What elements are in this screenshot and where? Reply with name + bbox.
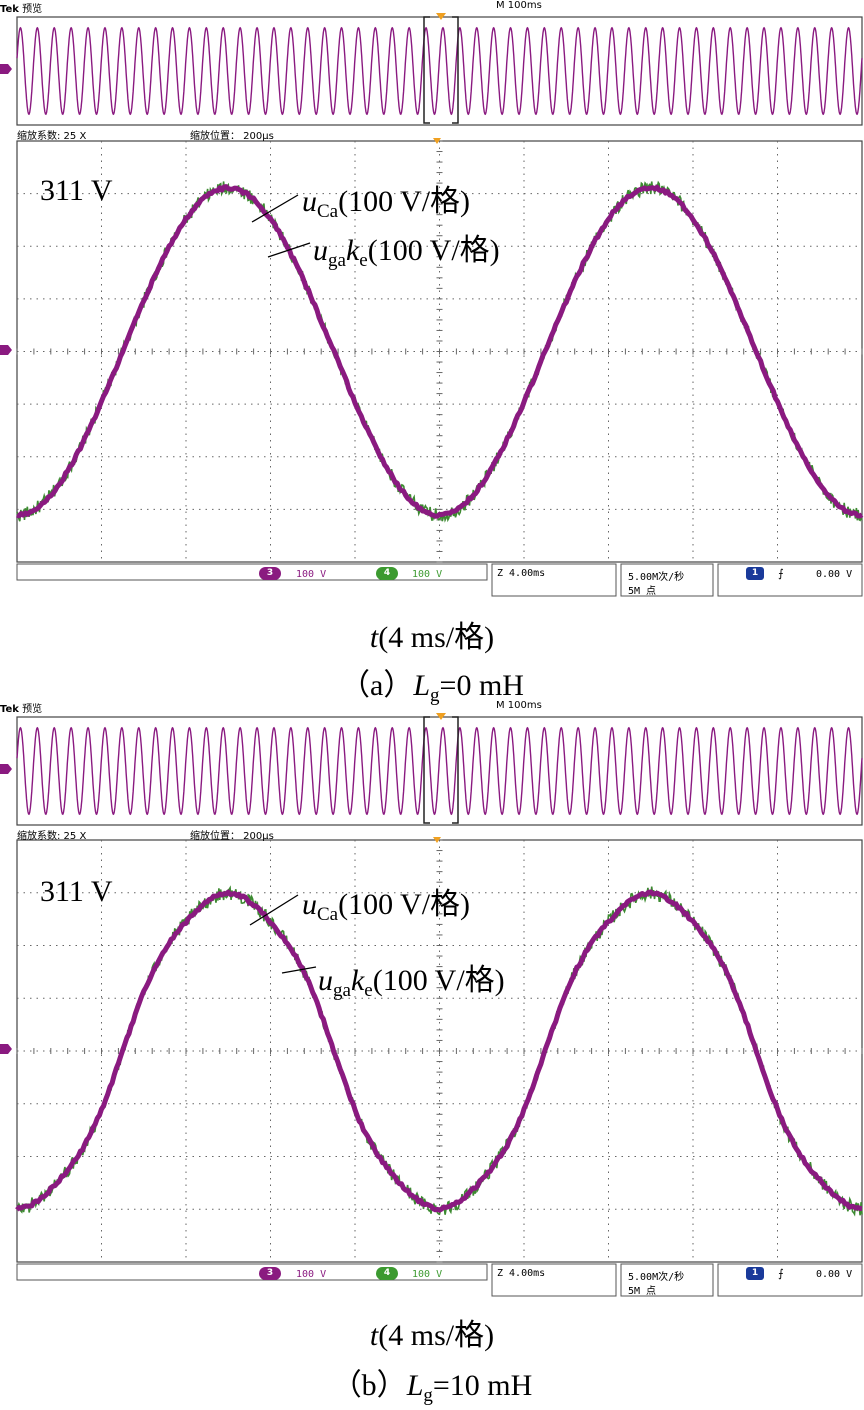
trigger-level-b: 0.00 V [816,1269,853,1280]
overview-waveform [16,26,863,116]
subfigure-caption-a: （a）Lg=0 mH [340,669,524,706]
ch3-scale-b: 100 V [296,1269,327,1280]
grid-a [16,140,863,563]
ch-marker-overview-b [0,764,12,774]
scope-svg-b [0,713,863,1297]
ch4-badge-a: 4 [376,567,398,580]
subfigure-caption-b: （b）Lg=10 mH [331,1369,533,1406]
panel-a: Tek 预览 M 100ms 缩放系数: 25 X 缩放位置： 200μs 3 … [0,0,864,706]
sample-rate-b: 5.00M次/秒 [628,1272,685,1283]
x-axis-label-b: t(4 ms/格) [369,1319,495,1352]
status-bar-a [16,563,863,597]
rising-edge-icon: ⨍ [778,1267,784,1280]
leaders-b [249,894,317,974]
record-length-b: 5M 点 [628,1286,657,1297]
status-bar-b [16,1263,863,1297]
x-axis-label-a: t(4 ms/格) [369,621,495,654]
zoom-factor-label-a: 缩放系数: 25 X [17,131,87,142]
ch3-scale-a: 100 V [296,569,327,580]
record-length-a: 5M 点 [628,586,657,597]
ch4-scale-b: 100 V [412,1269,443,1280]
zoom-position-label-b: 缩放位置： 200μs [190,831,274,842]
zoom-factor-label-b: 缩放系数: 25 X [17,831,87,842]
overview-frame-a [16,16,863,126]
scope-svg-a [0,13,864,597]
leaders-a [251,194,311,258]
ugake-annotation-b: ugake(100 V/格) [318,964,505,1001]
level-annotation-b: 311 V [40,875,113,908]
trigger-level-a: 0.00 V [816,569,853,580]
trace-uca-b [15,889,863,1213]
overview-waveform [16,726,863,816]
trace-uca-a [16,184,864,519]
scope-brand-b: Tek 预览 [0,704,43,715]
ch3-badge-b: 3 [259,1267,281,1280]
trigger-source-badge-b: 1 [746,1267,764,1280]
timebase-label-b: M 100ms [496,700,542,711]
rising-edge-icon: ⨍ [778,567,784,580]
timebase-label-a: M 100ms [496,0,542,11]
ch4-badge-b: 4 [376,1267,398,1280]
zoom-time-b: Z 4.00ms [497,1268,546,1279]
ch4-scale-a: 100 V [412,569,443,580]
level-annotation-a: 311 V [40,174,113,207]
grid-b [16,839,863,1263]
trigger-marker-b [433,837,441,843]
sample-rate-a: 5.00M次/秒 [628,572,685,583]
ugake-annotation-a: ugake(100 V/格) [313,234,500,271]
trigger-source-badge-a: 1 [746,567,764,580]
ch-marker-main-a [0,345,12,355]
series-line-uca [16,184,864,519]
ch-marker-main-b [0,1044,12,1054]
zoom-time-a: Z 4.00ms [497,568,546,579]
overview-frame-b [16,716,863,826]
ch3-badge-a: 3 [259,567,281,580]
series-line-uca [15,889,863,1213]
uca-annotation-a: uCa(100 V/格) [302,185,471,222]
zoom-bracket-a [423,13,459,124]
trigger-marker-a [433,138,441,144]
panel-b: Tek 预览 M 100ms 缩放系数: 25 X 缩放位置： 200μs 3 … [0,700,864,1410]
zoom-position-label-a: 缩放位置： 200μs [190,131,274,142]
uca-annotation-b: uCa(100 V/格) [302,888,471,925]
overview-wave-b [16,726,863,816]
zoom-bracket-b [423,713,459,824]
overview-wave-a [16,26,863,116]
scope-brand-a: Tek 预览 [0,4,43,15]
ch-marker-overview-a [0,64,12,74]
